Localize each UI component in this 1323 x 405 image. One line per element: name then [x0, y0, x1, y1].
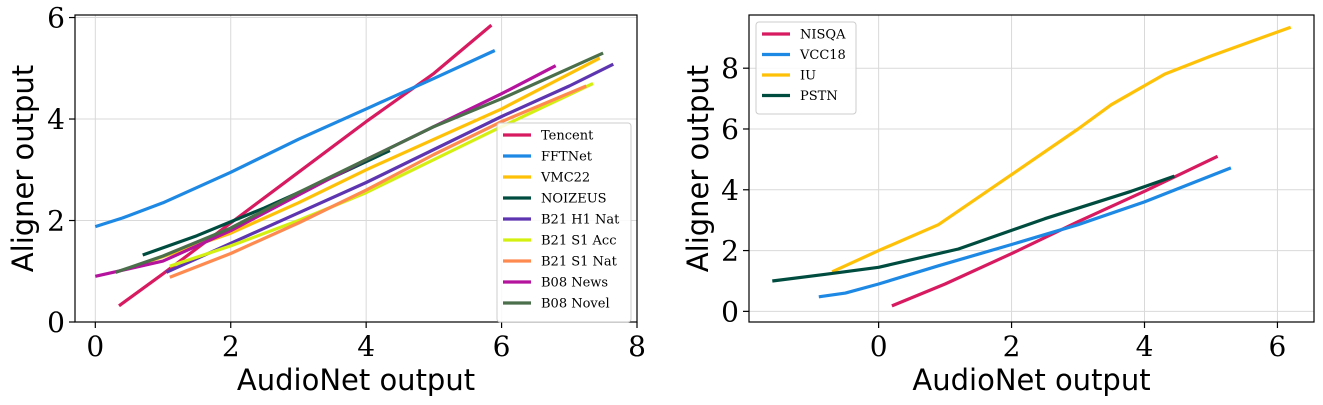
legend: Tencent FFTNet VMC22 NOIZEUS B21 H1 Nat B21 S…: [496, 122, 632, 323]
y-tick-label: 6: [47, 2, 65, 35]
y-tick-label: 0: [47, 306, 65, 339]
x-tick-label: 8: [628, 330, 646, 363]
x-axis-label: AudioNet output: [912, 363, 1150, 397]
y-axis-label: Aligner output: [681, 65, 715, 272]
legend: NISQA VCC18 IU PSTN: [755, 21, 857, 115]
y-axis-label: Aligner output: [6, 65, 40, 272]
y-tick-label: 4: [47, 103, 65, 136]
y-tick-label: 4: [721, 174, 739, 207]
x-tick-label: 0: [86, 330, 104, 363]
legend-label-tencent: Tencent: [541, 129, 594, 144]
legend-label-b08-news: B08 News: [541, 276, 608, 291]
series-line-pstn: [772, 174, 1175, 283]
x-tick-label: 6: [1269, 330, 1287, 363]
x-tick-label: 0: [870, 330, 888, 363]
series-line-b21-h1-nat: [165, 62, 615, 274]
series-line-b08-news: [94, 64, 557, 278]
y-tick-label: 0: [721, 295, 739, 328]
legend-label-b08-novel: B08 Novel: [541, 297, 610, 312]
legend-label-b21-s1-nat: B21 S1 Nat: [541, 255, 618, 270]
legend-label-pstn: PSTN: [800, 89, 838, 104]
legend-label-vmc22: VMC22: [540, 171, 590, 186]
series-line-fftnet: [94, 49, 496, 229]
x-tick-label: 4: [1136, 330, 1154, 363]
legend-box: [755, 21, 857, 115]
legend-box: [496, 122, 632, 323]
x-tick-label: 6: [493, 330, 511, 363]
y-tick-label: 2: [47, 205, 65, 238]
x-tick-label: 4: [357, 330, 375, 363]
series-line-b08-novel: [115, 51, 604, 274]
series-line-vmc22: [142, 56, 601, 266]
series-line-tencent: [118, 23, 493, 308]
series-line-iu: [831, 25, 1292, 274]
legend-label-nisqa: NISQA: [800, 28, 846, 43]
legend-label-b21-s1-acc: B21 S1 Acc: [541, 234, 617, 249]
y-tick-label: 8: [721, 52, 739, 85]
plot-frame: [74, 14, 638, 323]
series-line-vcc18: [818, 166, 1232, 299]
legend-label-vcc18: VCC18: [799, 48, 846, 63]
legend-label-iu: IU: [800, 69, 816, 84]
x-tick-label: 2: [222, 330, 240, 363]
left-chart: 0 2 4 6 8 0 2 4 6 AudioNet output Aligner output Te…: [6, 2, 646, 397]
series-line-b21-s1-nat: [169, 84, 587, 279]
series-line-nisqa: [891, 154, 1219, 308]
legend-label-noizeus: NOIZEUS: [541, 192, 607, 207]
y-tick-label: 6: [721, 113, 739, 146]
right-chart: 0 2 4 6 0 2 4 6 8 AudioNet output Aligner output NI…: [681, 14, 1315, 397]
legend-label-fftnet: FFTNet: [541, 150, 593, 165]
legend-label-b21-h1-nat: B21 H1 Nat: [541, 213, 620, 228]
x-tick-label: 2: [1003, 330, 1021, 363]
x-axis-label: AudioNet output: [237, 363, 475, 397]
y-tick-label: 2: [721, 235, 739, 268]
plot-frame: [748, 14, 1315, 323]
